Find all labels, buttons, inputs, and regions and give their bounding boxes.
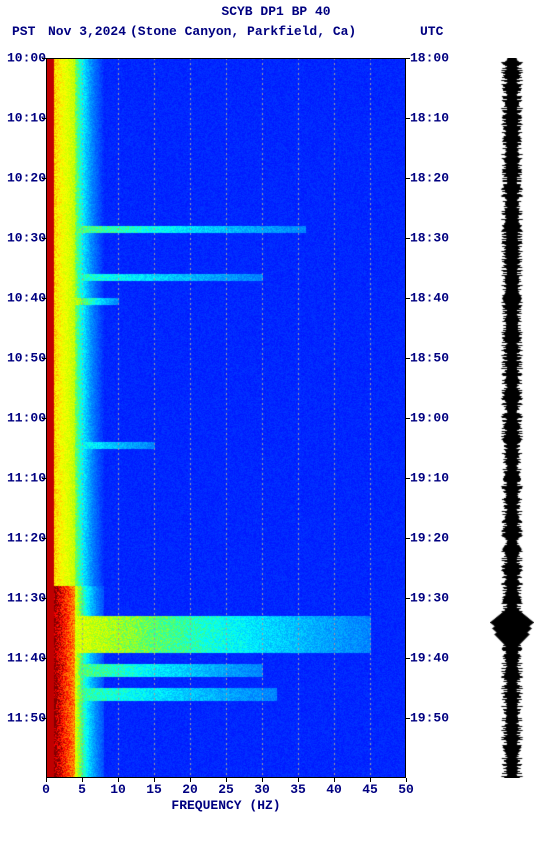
waveform-panel (490, 58, 534, 778)
y-tick-left: 10:10 (2, 111, 46, 126)
waveform-canvas (490, 58, 534, 778)
x-tick: 20 (182, 782, 198, 797)
spectrogram-canvas (46, 58, 406, 778)
y-tick-left: 10:00 (2, 51, 46, 66)
x-tick: 25 (218, 782, 234, 797)
x-tick: 15 (146, 782, 162, 797)
x-tick: 5 (78, 782, 86, 797)
y-tick-left: 10:20 (2, 171, 46, 186)
y-tick-left: 11:00 (2, 411, 46, 426)
y-tick-right: 19:40 (410, 651, 460, 666)
x-tick: 50 (398, 782, 414, 797)
y-tick-right: 19:30 (410, 591, 460, 606)
y-tick-left: 11:50 (2, 711, 46, 726)
date-label: Nov 3,2024 (48, 24, 126, 39)
spectrogram-plot (46, 58, 406, 778)
y-tick-right: 18:00 (410, 51, 460, 66)
y-tick-left: 11:40 (2, 651, 46, 666)
y-tick-left: 10:30 (2, 231, 46, 246)
y-tick-right: 19:10 (410, 471, 460, 486)
x-tick: 30 (254, 782, 270, 797)
pst-label: PST (12, 24, 35, 39)
y-tick-left: 11:10 (2, 471, 46, 486)
y-tick-left: 11:20 (2, 531, 46, 546)
x-tick: 45 (362, 782, 378, 797)
y-tick-right: 19:20 (410, 531, 460, 546)
x-tick: 35 (290, 782, 306, 797)
x-tick: 0 (42, 782, 50, 797)
spectrogram-container: SCYB DP1 BP 40 PST Nov 3,2024 (Stone Can… (0, 0, 552, 864)
x-tick: 10 (110, 782, 126, 797)
plot-title: SCYB DP1 BP 40 (0, 4, 552, 19)
y-tick-right: 18:50 (410, 351, 460, 366)
y-tick-left: 10:40 (2, 291, 46, 306)
y-tick-left: 10:50 (2, 351, 46, 366)
y-tick-right: 18:10 (410, 111, 460, 126)
y-tick-right: 18:30 (410, 231, 460, 246)
y-tick-right: 18:20 (410, 171, 460, 186)
x-axis-label: FREQUENCY (HZ) (46, 798, 406, 813)
utc-label: UTC (420, 24, 443, 39)
location-label: (Stone Canyon, Parkfield, Ca) (130, 24, 356, 39)
y-tick-right: 18:40 (410, 291, 460, 306)
y-tick-right: 19:00 (410, 411, 460, 426)
x-tick: 40 (326, 782, 342, 797)
y-tick-right: 19:50 (410, 711, 460, 726)
y-tick-left: 11:30 (2, 591, 46, 606)
